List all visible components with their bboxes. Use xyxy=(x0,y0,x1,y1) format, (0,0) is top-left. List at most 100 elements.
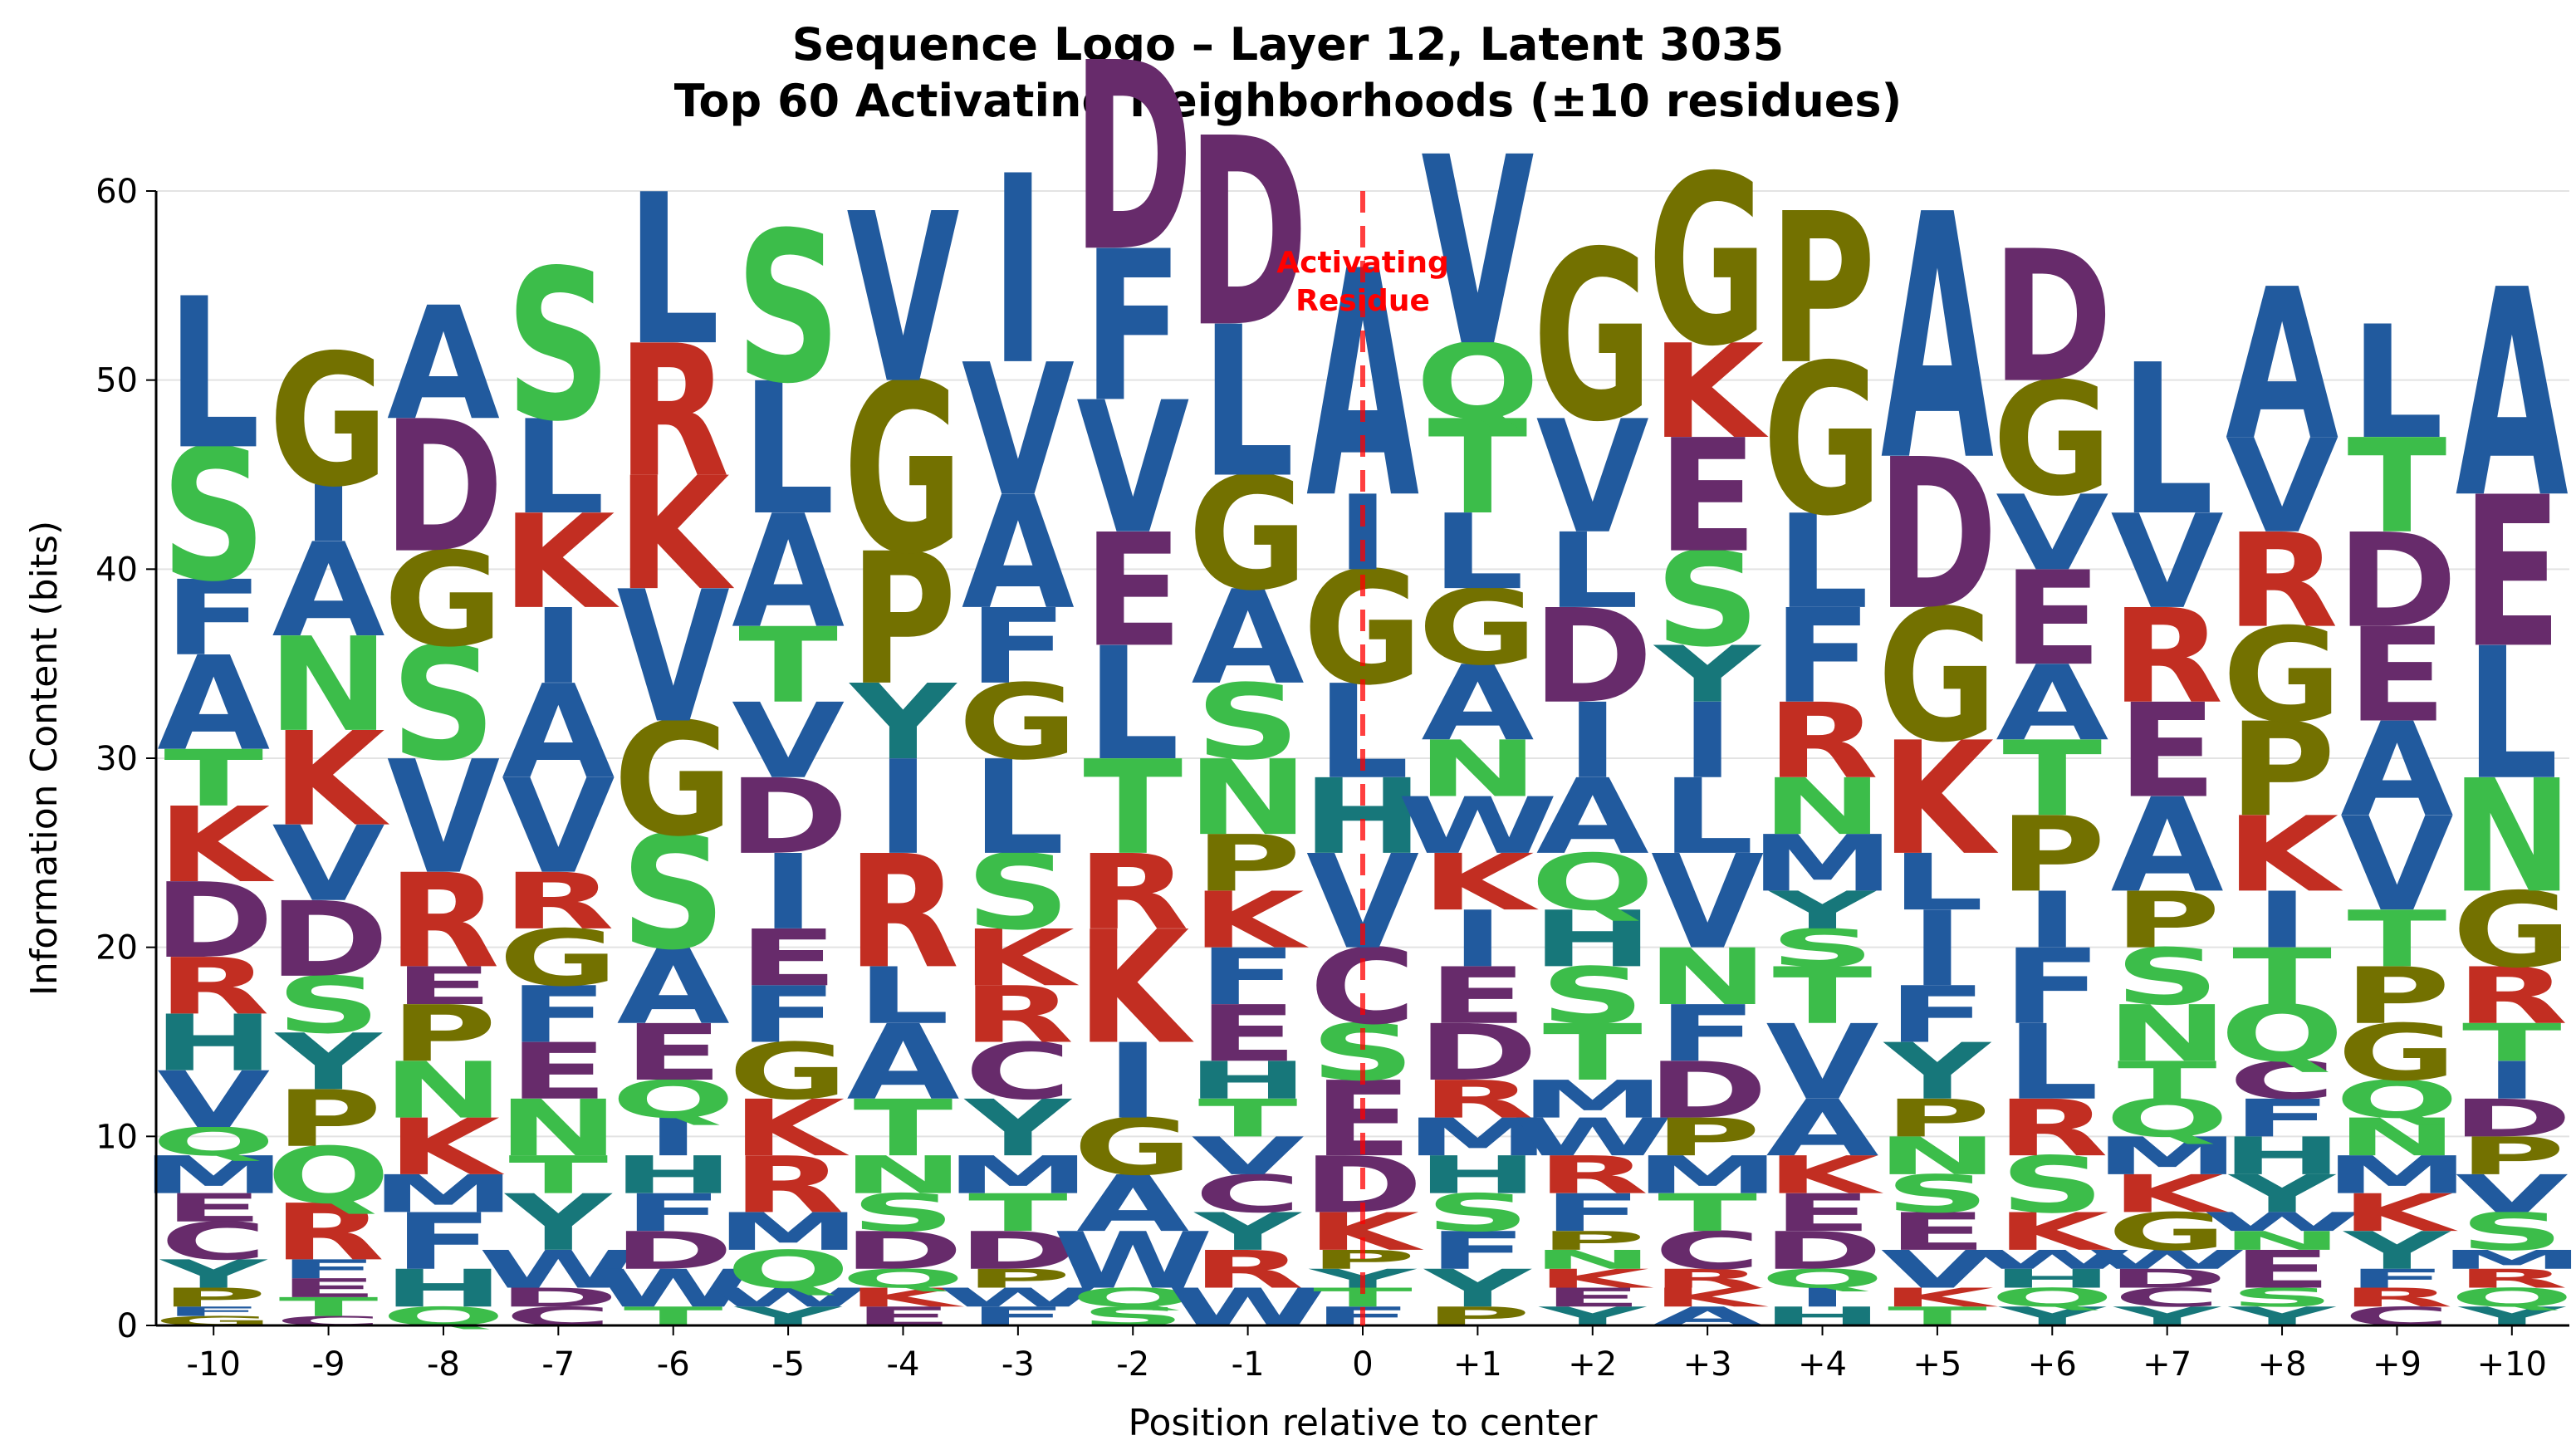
logo-letter-N: N xyxy=(2336,1108,2458,1168)
logo-letter-P: P xyxy=(1539,1226,1646,1256)
logo-letter-V: V xyxy=(1076,363,1189,574)
x-tick-label: +8 xyxy=(2258,1345,2307,1384)
logo-letter-V: V xyxy=(2111,487,2224,638)
logo-letter-N: N xyxy=(382,1046,504,1136)
logo-letter-P: P xyxy=(2229,696,2336,846)
logo-letter-M: M xyxy=(2439,1245,2576,1275)
logo-letter-N: N xyxy=(1761,762,1883,853)
logo-letter-G: G xyxy=(384,526,503,676)
logo-letter-G: G xyxy=(614,689,733,871)
logo-letter-P: P xyxy=(390,989,497,1080)
chart-subtitle: Top 60 Activating Neighborhoods (±10 res… xyxy=(674,75,1903,127)
logo-letter-Q: Q xyxy=(1071,1282,1195,1312)
logo-letter-R: R xyxy=(1766,681,1878,801)
logo-letter-G: G xyxy=(2452,870,2572,991)
logo-letter-P: P xyxy=(1654,1108,1761,1168)
logo-letter-F: F xyxy=(164,1304,263,1319)
logo-letter-I: I xyxy=(991,120,1045,422)
logo-letter-K: K xyxy=(962,914,1080,1004)
logo-letter-T: T xyxy=(279,1292,379,1322)
logo-letter-V: V xyxy=(272,804,385,924)
x-tick-label: +10 xyxy=(2477,1345,2547,1384)
logo-letter-G: G xyxy=(1648,127,1767,398)
activating-residue-annotation: Activating Residue xyxy=(1276,191,1449,1325)
logo-letter-A: A xyxy=(962,463,1075,644)
logo-letter-A: A xyxy=(846,1002,959,1123)
logo-letter-R: R xyxy=(1996,1084,2108,1174)
logo-letter-Y: Y xyxy=(1883,1026,1992,1117)
logo-letter-C: C xyxy=(1309,927,1416,1047)
logo-letter-E: E xyxy=(394,957,493,1017)
logo-letter-C: C xyxy=(1654,1221,1761,1281)
x-tick-label: +3 xyxy=(1683,1345,1732,1384)
logo-letter-S: S xyxy=(1540,951,1645,1041)
logo-letter-A: A xyxy=(2226,245,2338,486)
logo-letter-K: K xyxy=(1651,1282,1769,1312)
logo-letter-F: F xyxy=(1198,933,1298,1023)
logo-letter-F: F xyxy=(1083,207,1183,448)
logo-letter-N: N xyxy=(1531,1245,1653,1275)
logo-letter-L: L xyxy=(2466,609,2559,820)
logo-letter-F: F xyxy=(508,970,608,1061)
logo-letter-R: R xyxy=(732,1140,844,1231)
logo-letter-E: E xyxy=(738,914,838,1004)
logo-letter-S: S xyxy=(1655,526,1761,676)
logo-letter-V: V xyxy=(1192,1127,1305,1187)
logo-letter-K: K xyxy=(1881,708,1999,890)
logo-letter-A: A xyxy=(1421,644,1534,764)
logo-letter-K: K xyxy=(1306,1203,1425,1262)
x-tick-label: -8 xyxy=(427,1345,460,1384)
logo-letter-P: P xyxy=(1883,1089,1991,1149)
logo-letter-V: V xyxy=(1536,387,1649,569)
logo-letter-D: D xyxy=(1417,1008,1538,1099)
logo-letter-G: G xyxy=(1762,321,1882,561)
logo-letter-F: F xyxy=(2232,1089,2332,1149)
logo-letter-P: P xyxy=(1999,795,2106,915)
logo-letter-F: F xyxy=(164,558,263,679)
activating-residue-label: Activating xyxy=(1276,246,1448,280)
logo-letter-G: G xyxy=(1188,443,1307,625)
logo-letter-A: A xyxy=(2111,772,2224,922)
logo-letter-I: I xyxy=(2025,875,2079,966)
logo-letter-E: E xyxy=(2462,453,2562,693)
logo-letter-P: P xyxy=(2458,1127,2565,1187)
logo-letter-I: I xyxy=(1335,473,1389,594)
logo-letter-W: W xyxy=(2087,1245,2248,1275)
logo-letter-W: W xyxy=(708,1282,869,1312)
logo-letter-D: D xyxy=(383,382,504,593)
logo-letter-F: F xyxy=(1658,989,1757,1080)
logo-letter-T: T xyxy=(738,605,838,726)
logo-letter-M: M xyxy=(1520,1070,1665,1129)
logo-letter-L: L xyxy=(1891,838,1984,928)
logo-letter-N: N xyxy=(267,610,389,761)
chart-title: Sequence Logo – Layer 12, Latent 3035 xyxy=(792,18,1785,71)
y-tick-label: 0 xyxy=(117,1307,138,1345)
x-tick-label: +2 xyxy=(1568,1345,1617,1384)
logo-letter-V: V xyxy=(962,326,1075,536)
x-tick-label: -9 xyxy=(312,1345,345,1384)
logo-letter-K: K xyxy=(502,487,620,638)
x-tick-label: +7 xyxy=(2143,1345,2192,1384)
logo-letter-D: D xyxy=(2107,1264,2228,1294)
logo-letter-G: G xyxy=(843,336,962,606)
logo-letter-F: F xyxy=(1428,1221,1527,1281)
logo-letter-W: W xyxy=(938,1282,1099,1312)
logo-letter-K: K xyxy=(617,443,735,625)
x-tick-label: 0 xyxy=(1352,1345,1373,1384)
logo-letter-H: H xyxy=(1187,1051,1309,1111)
logo-letter-C: C xyxy=(2113,1282,2221,1312)
logo-letter-S: S xyxy=(2114,933,2220,1023)
logo-letter-G: G xyxy=(1878,571,1997,782)
logo-letter-S: S xyxy=(276,961,381,1051)
logo-letter-M: M xyxy=(370,1164,516,1224)
x-tick-label: +6 xyxy=(2028,1345,2077,1384)
logo-letter-P: P xyxy=(160,1282,267,1312)
logo-letter-N: N xyxy=(2221,1226,2343,1256)
logo-letter-I: I xyxy=(646,1108,700,1168)
logo-letter-N: N xyxy=(842,1145,964,1205)
logo-letter-K: K xyxy=(1536,1264,1654,1294)
logo-letter-R: R xyxy=(847,821,959,1003)
logo-letter-R: R xyxy=(617,306,729,517)
logo-letter-H: H xyxy=(382,1259,504,1319)
logo-letter-V: V xyxy=(1766,1002,1879,1123)
